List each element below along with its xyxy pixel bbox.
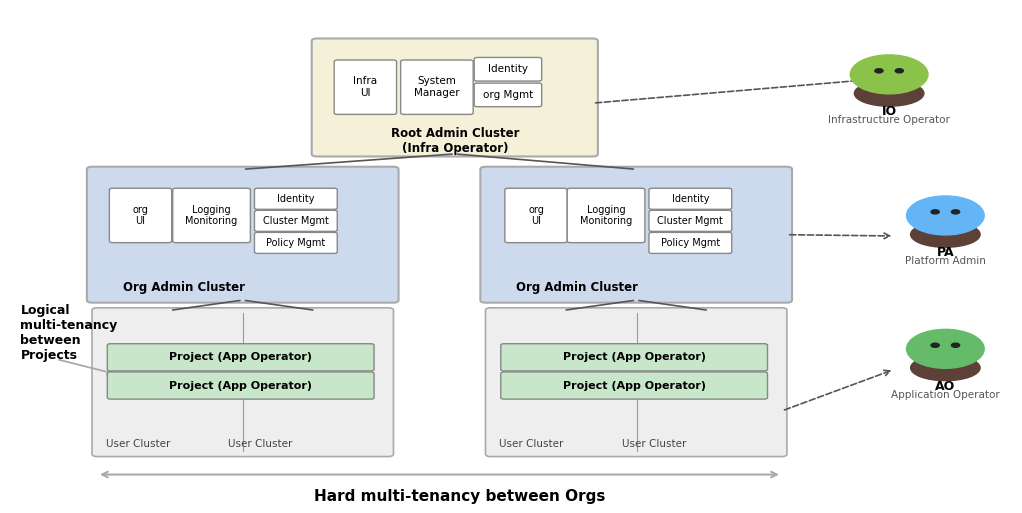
Text: Project (App Operator): Project (App Operator) — [170, 381, 312, 390]
Text: Infrastructure Operator: Infrastructure Operator — [828, 115, 950, 125]
Text: Project (App Operator): Project (App Operator) — [563, 352, 705, 362]
Text: org
UI: org UI — [133, 205, 148, 226]
Circle shape — [895, 69, 903, 73]
Circle shape — [850, 55, 928, 94]
Text: Identity: Identity — [671, 194, 709, 204]
Text: org Mgmt: org Mgmt — [482, 90, 533, 100]
Circle shape — [951, 210, 960, 214]
FancyBboxPatch shape — [334, 60, 397, 114]
Text: Cluster Mgmt: Cluster Mgmt — [657, 216, 724, 226]
Text: Logging
Monitoring: Logging Monitoring — [579, 205, 633, 226]
FancyBboxPatch shape — [501, 344, 768, 371]
FancyBboxPatch shape — [254, 232, 337, 253]
Text: User Cluster: User Cluster — [500, 439, 563, 449]
FancyBboxPatch shape — [92, 308, 393, 457]
Text: User Cluster: User Cluster — [229, 439, 292, 449]
FancyBboxPatch shape — [474, 83, 542, 107]
FancyBboxPatch shape — [109, 188, 172, 243]
Text: User Cluster: User Cluster — [106, 439, 170, 449]
Text: Org Admin Cluster: Org Admin Cluster — [123, 281, 245, 294]
FancyBboxPatch shape — [401, 60, 473, 114]
Text: Cluster Mgmt: Cluster Mgmt — [263, 216, 329, 226]
Ellipse shape — [911, 355, 980, 381]
Text: PA: PA — [936, 246, 955, 259]
Text: IO: IO — [882, 105, 896, 118]
Circle shape — [907, 329, 984, 368]
Text: Project (App Operator): Project (App Operator) — [170, 352, 312, 362]
FancyBboxPatch shape — [480, 167, 792, 303]
Ellipse shape — [911, 222, 980, 247]
FancyBboxPatch shape — [87, 167, 399, 303]
FancyBboxPatch shape — [649, 232, 732, 253]
FancyBboxPatch shape — [649, 210, 732, 231]
FancyBboxPatch shape — [474, 57, 542, 81]
Text: User Cluster: User Cluster — [622, 439, 686, 449]
Text: Logical
multi-tenancy
between
Projects: Logical multi-tenancy between Projects — [20, 304, 118, 363]
Ellipse shape — [854, 81, 924, 106]
Text: AO: AO — [935, 380, 956, 392]
Circle shape — [931, 343, 939, 347]
Text: Policy Mgmt: Policy Mgmt — [267, 238, 325, 248]
FancyBboxPatch shape — [107, 372, 374, 399]
FancyBboxPatch shape — [312, 38, 598, 156]
FancyBboxPatch shape — [485, 308, 787, 457]
Text: Identity: Identity — [277, 194, 315, 204]
FancyBboxPatch shape — [501, 372, 768, 399]
Text: Infra
UI: Infra UI — [354, 76, 377, 98]
Text: Root Admin Cluster
(Infra Operator): Root Admin Cluster (Infra Operator) — [390, 127, 519, 155]
Text: Org Admin Cluster: Org Admin Cluster — [516, 281, 639, 294]
Text: Policy Mgmt: Policy Mgmt — [661, 238, 719, 248]
FancyBboxPatch shape — [254, 188, 337, 209]
FancyBboxPatch shape — [107, 344, 374, 371]
Circle shape — [931, 210, 939, 214]
FancyBboxPatch shape — [173, 188, 250, 243]
Text: System
Manager: System Manager — [414, 76, 460, 98]
FancyBboxPatch shape — [505, 188, 567, 243]
Text: Project (App Operator): Project (App Operator) — [563, 381, 705, 390]
Text: Platform Admin: Platform Admin — [904, 256, 986, 266]
FancyBboxPatch shape — [254, 210, 337, 231]
Circle shape — [907, 196, 984, 235]
Text: Identity: Identity — [487, 64, 528, 74]
Text: Hard multi-tenancy between Orgs: Hard multi-tenancy between Orgs — [314, 489, 606, 504]
Text: org
UI: org UI — [528, 205, 544, 226]
Text: Application Operator: Application Operator — [891, 390, 1000, 400]
Circle shape — [951, 343, 960, 347]
FancyBboxPatch shape — [649, 188, 732, 209]
Circle shape — [875, 69, 883, 73]
FancyBboxPatch shape — [567, 188, 645, 243]
Text: Logging
Monitoring: Logging Monitoring — [185, 205, 238, 226]
